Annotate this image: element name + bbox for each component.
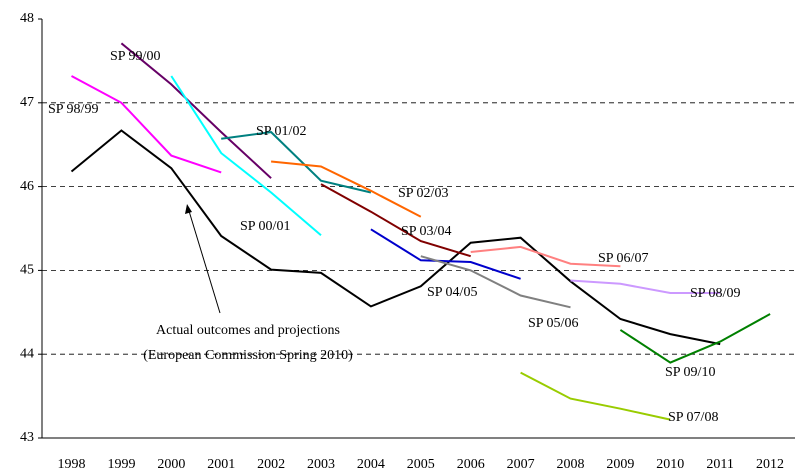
series-line xyxy=(619,313,771,364)
arrow-head xyxy=(185,204,192,214)
x-tick-label: 1998 xyxy=(58,457,86,472)
series-line xyxy=(71,75,222,174)
x-tick-label: 2008 xyxy=(556,457,584,472)
x-tick-label: 2012 xyxy=(756,457,784,472)
series-line xyxy=(420,255,571,309)
annotation: Actual outcomes and projections xyxy=(156,323,340,338)
series-label: SP 01/02 xyxy=(256,124,306,139)
y-tick-label: 44 xyxy=(20,346,34,361)
x-tick-label: 2003 xyxy=(307,457,335,472)
series-line xyxy=(120,42,272,179)
y-tick-label: 46 xyxy=(20,179,34,194)
series-label: SP 08/09 xyxy=(690,286,740,301)
y-tick-label: 48 xyxy=(20,11,34,26)
y-tick-label: 45 xyxy=(20,263,34,278)
x-tick-label: 2000 xyxy=(157,457,185,472)
series-line xyxy=(470,245,621,268)
annotation-arrow xyxy=(188,210,221,314)
x-tick-label: 2010 xyxy=(656,457,684,472)
series-label: SP 07/08 xyxy=(668,410,718,425)
x-tick-label: 2009 xyxy=(606,457,634,472)
series-line xyxy=(520,371,671,421)
y-tick-label: 47 xyxy=(20,95,34,110)
x-tick-label: 1999 xyxy=(107,457,135,472)
series-label: SP 99/00 xyxy=(110,49,160,64)
annotation: (European Commission Spring 2010) xyxy=(143,348,353,363)
series-label: SP 04/05 xyxy=(427,285,477,300)
series-label: SP 02/03 xyxy=(398,186,448,201)
x-tick-label: 2002 xyxy=(257,457,285,472)
y-tick-label: 43 xyxy=(20,430,34,445)
series-line xyxy=(271,160,422,218)
series-label: SP 98/99 xyxy=(48,102,98,117)
x-tick-label: 2007 xyxy=(507,457,535,472)
series-label: SP 00/01 xyxy=(240,219,290,234)
x-tick-label: 2011 xyxy=(706,457,733,472)
series-line xyxy=(70,129,721,346)
series-label: SP 05/06 xyxy=(528,316,578,331)
series-line xyxy=(170,75,322,236)
series-line xyxy=(320,183,471,258)
series-line xyxy=(221,131,372,194)
x-tick-label: 2006 xyxy=(457,457,485,472)
x-tick-label: 2001 xyxy=(207,457,235,472)
series-line xyxy=(370,228,521,280)
series-line xyxy=(570,279,721,294)
x-tick-label: 2005 xyxy=(407,457,435,472)
series-label: SP 03/04 xyxy=(401,224,451,239)
series-label: SP 09/10 xyxy=(665,365,715,380)
x-tick-label: 2004 xyxy=(357,457,385,472)
series-label: SP 06/07 xyxy=(598,251,648,266)
